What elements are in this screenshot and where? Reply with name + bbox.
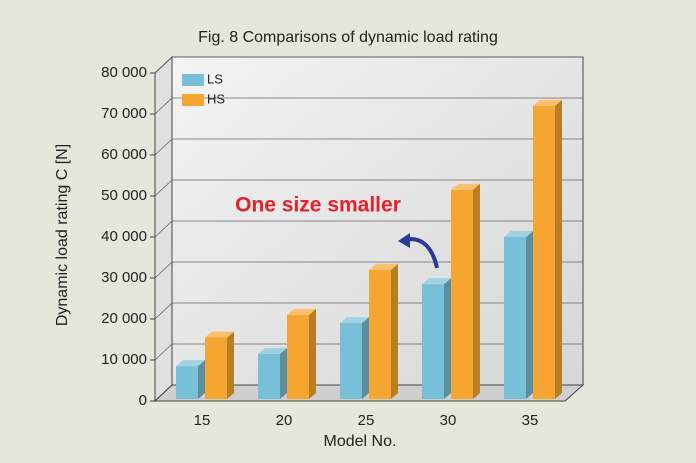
grid-line: [154, 56, 583, 74]
bar: [533, 105, 555, 400]
bar: [287, 314, 309, 399]
y-tick-label: 30 000: [101, 269, 147, 286]
y-tick-label: 60 000: [101, 146, 147, 163]
bar-side: [555, 99, 562, 400]
bar: [422, 284, 444, 399]
y-axis-label: Dynamic load rating C [N]: [54, 144, 71, 326]
bar: [176, 366, 198, 399]
bar-side: [444, 278, 451, 399]
grid-line: [154, 261, 583, 279]
bar-top: [258, 347, 287, 354]
bar-top: [422, 278, 451, 285]
y-tick-label: 20 000: [101, 310, 147, 327]
bar: [258, 353, 280, 399]
x-axis-label: Model No.: [324, 433, 397, 450]
bar-top: [533, 99, 562, 106]
y-tick-label: 0: [139, 392, 147, 409]
grid-line: [154, 179, 583, 197]
bar: [340, 323, 362, 399]
grid-line: [154, 97, 583, 115]
bar-top: [176, 360, 205, 367]
bar-top: [451, 183, 480, 190]
chart-title: Fig. 8 Comparisons of dynamic load ratin…: [198, 29, 498, 46]
arrow-head: [398, 233, 410, 248]
bar-side: [280, 347, 287, 399]
bar-top: [340, 317, 369, 324]
bar-side: [227, 331, 234, 399]
legend-label: HS: [207, 91, 225, 106]
y-tick-label: 10 000: [101, 351, 147, 368]
bar-side: [473, 183, 480, 399]
x-tick-label: 20: [276, 412, 293, 429]
bar: [451, 189, 473, 399]
y-tick-label: 80 000: [101, 64, 147, 81]
bar-top: [205, 331, 234, 338]
y-tick-label: 50 000: [101, 187, 147, 204]
bar-top: [287, 308, 316, 315]
bar-side: [526, 231, 533, 399]
grid-line: [154, 220, 583, 238]
bar: [504, 237, 526, 399]
bar-side: [362, 317, 369, 399]
legend-swatch: [182, 74, 204, 86]
annotation: One size smaller: [235, 194, 401, 217]
x-tick-label: 15: [194, 412, 211, 429]
legend-swatch: [182, 94, 204, 106]
bar-side: [309, 308, 316, 399]
x-tick-label: 35: [522, 412, 539, 429]
legend-label: LS: [207, 71, 223, 86]
bar-side: [198, 360, 205, 399]
y-tick-label: 40 000: [101, 228, 147, 245]
y-tick-label: 70 000: [101, 105, 147, 122]
grid-line: [154, 138, 583, 156]
bar-top: [504, 231, 533, 237]
x-tick-label: 25: [358, 412, 375, 429]
bar-side: [391, 263, 398, 399]
bar: [205, 337, 227, 399]
bar: [369, 269, 391, 399]
bar-top: [369, 263, 398, 270]
x-tick-label: 30: [440, 412, 457, 429]
